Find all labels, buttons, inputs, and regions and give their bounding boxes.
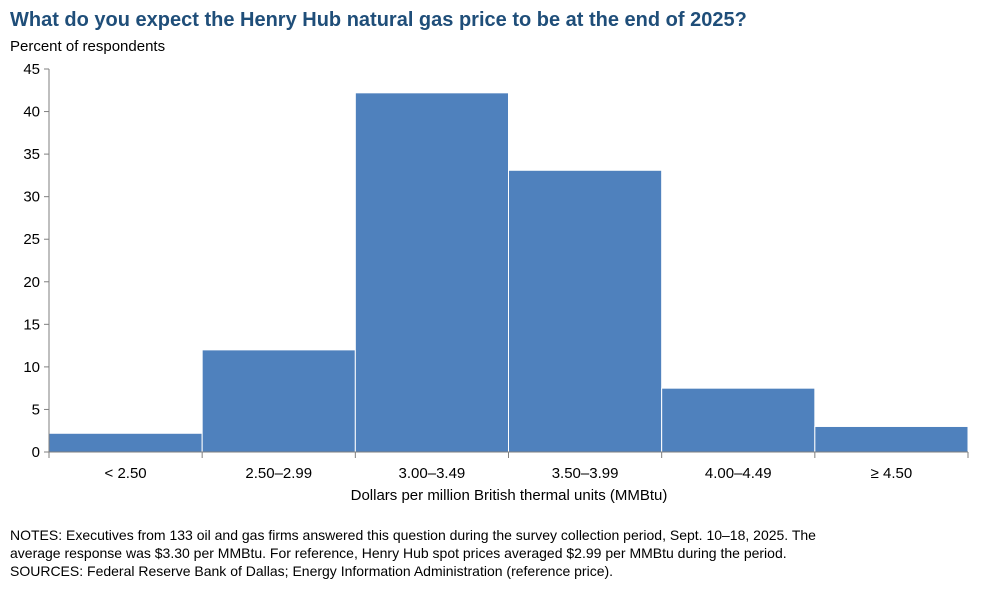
sources-line: SOURCES: Federal Reserve Bank of Dallas;…	[10, 563, 614, 579]
bar-1	[201, 349, 356, 453]
y-tick-label: 30	[23, 189, 40, 206]
x-tick-label: 4.00–4.49	[705, 465, 772, 482]
x-tick-label: 3.00–3.49	[399, 465, 466, 482]
y-tick-label: 40	[23, 104, 40, 121]
y-tick-label: 25	[23, 231, 40, 248]
y-tick-label: 5	[32, 401, 40, 418]
x-axis-label: Dollars per million British thermal unit…	[351, 487, 668, 504]
y-tick-label: 0	[32, 444, 40, 461]
notes-line-1: NOTES: Executives from 133 oil and gas f…	[10, 527, 816, 543]
chart-title: What do you expect the Henry Hub natural…	[10, 9, 747, 31]
histogram-chart: 0 5 10 15 20 25 30 35 40 45 < 2.50 2.50–2.99 3.00–3.…	[23, 61, 969, 504]
y-tick-label: 35	[23, 146, 40, 163]
bar-3	[508, 169, 663, 453]
y-tick-label: 15	[23, 316, 40, 333]
bar-0	[48, 432, 203, 453]
y-axis-label: Percent of respondents	[10, 38, 166, 55]
notes-line-2: average response was $3.30 per MMBtu. Fo…	[10, 545, 787, 561]
bar-5	[814, 425, 969, 453]
bar-4	[661, 387, 816, 453]
x-tick-label: ≥ 4.50	[871, 465, 913, 482]
y-tick-label: 20	[23, 274, 40, 291]
notes-block: NOTES: Executives from 133 oil and gas f…	[10, 526, 985, 580]
x-tick-label: 2.50–2.99	[245, 465, 312, 482]
y-tick-label: 45	[23, 61, 40, 78]
bar-2	[354, 92, 510, 453]
x-tick-label: < 2.50	[105, 465, 147, 482]
x-tick-label: 3.50–3.99	[552, 465, 619, 482]
y-tick-label: 10	[23, 359, 40, 376]
